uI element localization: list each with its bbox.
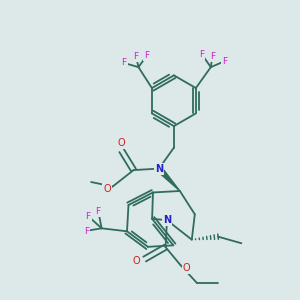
Text: F: F: [144, 51, 149, 60]
Text: F: F: [199, 50, 204, 59]
Text: N: N: [155, 164, 163, 174]
Text: F: F: [122, 58, 127, 67]
Text: F: F: [84, 227, 89, 236]
Text: F: F: [133, 52, 138, 61]
Text: F: F: [210, 52, 215, 61]
Text: O: O: [103, 184, 111, 194]
Text: O: O: [183, 263, 190, 273]
Text: O: O: [118, 138, 125, 148]
Text: F: F: [85, 212, 91, 221]
Text: N: N: [163, 215, 171, 225]
Text: F: F: [95, 207, 101, 216]
Polygon shape: [157, 167, 180, 191]
Text: O: O: [133, 256, 140, 266]
Text: F: F: [222, 57, 227, 66]
